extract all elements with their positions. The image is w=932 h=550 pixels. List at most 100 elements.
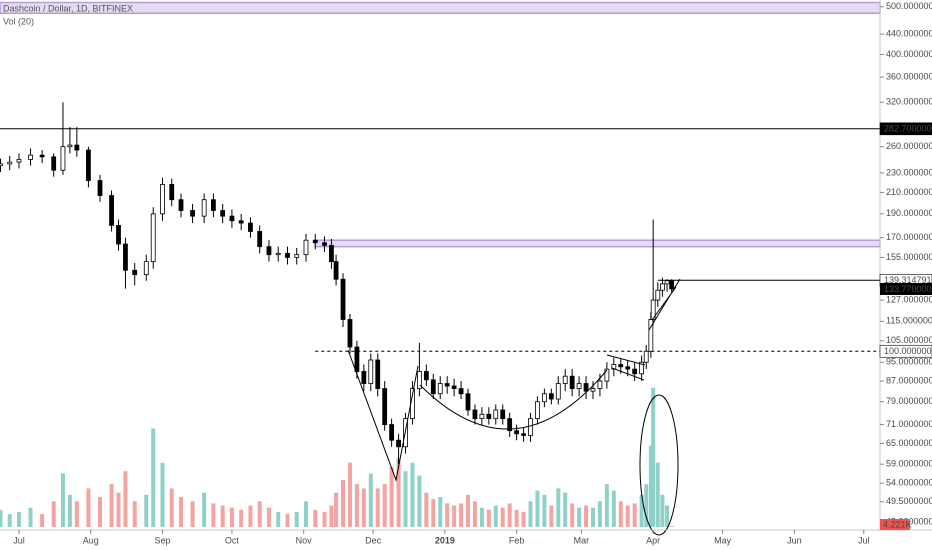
y-tick-label: 320.00000000 — [886, 97, 932, 107]
candle-body — [458, 388, 464, 395]
volume-bar — [160, 462, 165, 527]
volume-bar — [60, 473, 65, 527]
volume-bar — [74, 501, 79, 527]
candle-body — [493, 409, 499, 420]
candle-body — [238, 220, 244, 224]
y-tick-label: 500.00000000 — [886, 1, 932, 11]
candle-body — [294, 254, 300, 258]
y-tick-label: 54.00000000 — [886, 478, 932, 488]
candle-body — [190, 210, 195, 217]
volume-bar — [472, 501, 477, 527]
candle-body — [548, 393, 554, 400]
candle-body — [583, 383, 589, 392]
volume-bar — [16, 512, 21, 527]
volume-bar — [109, 484, 114, 527]
candle-body — [329, 244, 334, 263]
volume-bar — [549, 505, 554, 527]
candle-body — [211, 199, 216, 211]
candle-body — [28, 154, 33, 160]
price-tag-label: 282.70000000 — [884, 124, 932, 134]
y-tick-label: 400.00000000 — [886, 49, 932, 59]
candle-body — [354, 346, 360, 372]
y-tick-label: 79.00000000 — [886, 396, 932, 406]
volume-bar — [556, 488, 561, 527]
price-tags: 282.70000000 139.31479183 100.00000000 133.… — [879, 122, 932, 530]
y-tick-label: 260.00000000 — [886, 141, 932, 151]
cup-drawing — [419, 369, 608, 430]
volume-bar — [123, 471, 128, 527]
y-tick-label: 65.00000000 — [886, 438, 932, 448]
candle-body — [555, 383, 561, 400]
volume-bar — [632, 503, 637, 527]
volume-bar — [190, 501, 195, 527]
candle-body — [660, 283, 665, 291]
volume-bar — [459, 503, 464, 527]
candle-body — [143, 261, 149, 276]
volume-title: Vol (20) — [3, 16, 34, 26]
drawings — [347, 278, 681, 536]
candle-body — [639, 361, 644, 375]
x-tick-label: Sep — [154, 535, 170, 545]
x-tick-label: Jul — [858, 535, 870, 545]
candle-body — [303, 239, 309, 256]
candle-body — [430, 379, 436, 395]
x-tick-label: 2019 — [435, 535, 455, 545]
candle-body — [178, 199, 184, 211]
candle-body — [664, 280, 670, 285]
volume-bar — [486, 509, 491, 527]
price-tag — [879, 344, 932, 358]
volume-bar — [144, 494, 149, 527]
volume-bar — [329, 505, 334, 527]
candle-body — [160, 184, 165, 215]
candle-body — [67, 144, 73, 148]
candle-body — [109, 195, 114, 226]
x-tick-label: Aug — [83, 535, 99, 545]
y-tick-label: 155.00000000 — [886, 252, 932, 262]
volume-bar — [403, 471, 408, 527]
candle-body — [169, 184, 175, 201]
volume-bar — [51, 501, 56, 527]
y-tick-label: 71.00000000 — [886, 419, 932, 429]
x-tick-label: Mar — [574, 535, 590, 545]
y-tick-label: 360.00000000 — [886, 71, 932, 81]
x-tick-label: Jul — [13, 535, 25, 545]
candle-body — [229, 215, 235, 222]
volume-bar — [655, 462, 660, 527]
candle-body — [97, 180, 103, 196]
candle-body — [220, 210, 226, 217]
price-lines — [0, 128, 880, 352]
candle-body — [604, 368, 610, 382]
candle-body — [472, 409, 478, 420]
volume-ellipse — [639, 394, 679, 536]
volume-bar — [361, 488, 366, 527]
volume-bar — [347, 462, 352, 527]
candle-body — [625, 366, 631, 370]
volume-bar — [382, 484, 387, 527]
volume-bar — [644, 484, 649, 527]
volume-bar — [116, 492, 121, 527]
x-tick-label: Nov — [296, 535, 313, 545]
volume-bar — [169, 488, 174, 527]
candle-body — [248, 222, 253, 232]
volume-bar — [313, 509, 318, 527]
volume-bar — [303, 501, 308, 527]
x-tick-label: Dec — [365, 535, 382, 545]
y-tick-label: 59.00000000 — [886, 459, 932, 469]
candle-body — [590, 388, 596, 392]
volume-bar — [132, 501, 137, 527]
candle-body — [333, 261, 339, 280]
y-tick-label: 87.00000000 — [886, 375, 932, 385]
candle-body — [650, 299, 656, 320]
volume-bar — [466, 494, 471, 527]
candle-body — [150, 213, 156, 263]
price-tag — [879, 122, 932, 136]
candle-body — [417, 371, 422, 389]
volume-bar — [542, 494, 547, 527]
volume-bar — [341, 479, 346, 527]
volume-bar — [294, 512, 299, 527]
candle-body — [347, 319, 353, 348]
candle-body — [514, 430, 520, 435]
candle-body — [266, 246, 272, 256]
